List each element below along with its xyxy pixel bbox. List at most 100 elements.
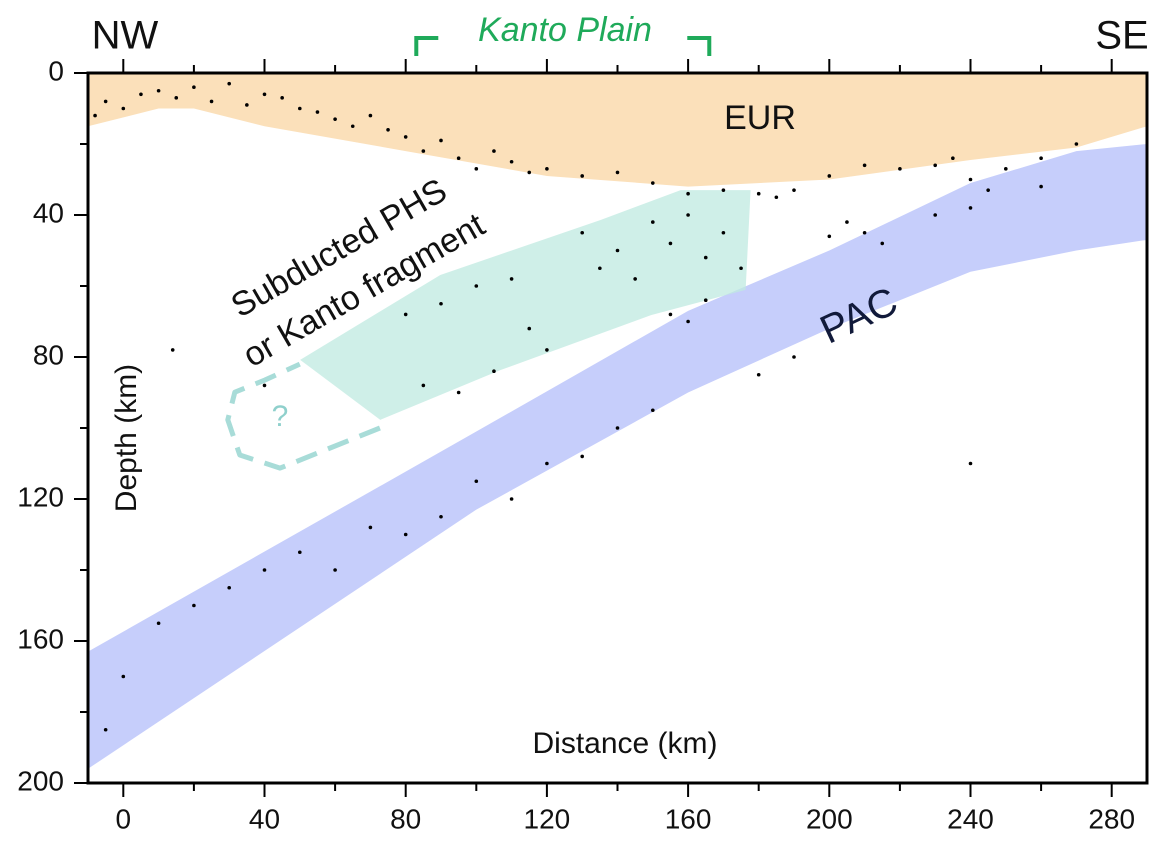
x-tick-label: 240	[947, 803, 994, 834]
earthquake	[121, 674, 126, 679]
earthquake	[509, 159, 514, 164]
region	[88, 73, 1147, 187]
earthquake	[827, 174, 832, 178]
earthquake	[968, 177, 973, 182]
earthquake	[227, 81, 231, 86]
earthquake	[898, 167, 902, 171]
earthquake	[1074, 142, 1079, 146]
earthquake	[827, 234, 832, 239]
earthquake	[580, 454, 584, 459]
earthquake	[509, 497, 514, 501]
earthquake	[121, 106, 126, 111]
earthquake	[439, 301, 443, 306]
earthquake	[968, 206, 973, 210]
x-tick-label: 120	[524, 803, 571, 834]
x-tick-label: 40	[249, 803, 280, 834]
earthquake	[456, 390, 461, 395]
earthquake	[298, 106, 302, 111]
earthquake	[651, 181, 655, 185]
earthquake	[209, 99, 214, 104]
earthquake	[845, 220, 849, 224]
earthquake	[403, 312, 408, 317]
region	[225, 361, 381, 471]
earthquake	[756, 372, 761, 377]
axes: 0 40 80 120 160 200 240 280 0 40 80 120 160 200	[17, 36, 1149, 834]
earthquake	[156, 88, 161, 93]
earthquake	[170, 348, 175, 352]
earthquake	[792, 355, 796, 359]
earthquake	[1039, 184, 1043, 189]
earthquake	[93, 113, 97, 118]
earthquake	[545, 348, 549, 352]
earthquake	[792, 188, 796, 192]
y-tick-label: 0	[48, 55, 64, 86]
earthquake	[192, 603, 196, 608]
earthquake	[668, 312, 673, 317]
x-tick-label: 0	[116, 803, 132, 834]
earthquake	[862, 163, 867, 168]
kanto-bracket	[687, 36, 712, 56]
earthquake	[721, 230, 726, 235]
earthquake	[968, 461, 973, 466]
earthquake	[1004, 167, 1008, 171]
earthquake	[615, 426, 620, 430]
earthquake	[774, 195, 779, 200]
earthquake	[192, 85, 196, 89]
earthquake	[386, 128, 390, 132]
earthquake	[933, 163, 937, 168]
earthquake	[651, 220, 655, 224]
earthquake	[703, 255, 708, 260]
earthquake	[245, 103, 249, 107]
earthquake	[139, 92, 143, 97]
earthquake	[492, 369, 496, 374]
earthquake	[333, 117, 337, 121]
earthquake	[403, 532, 408, 537]
earthquake	[174, 96, 179, 100]
kanto-plain-label: Kanto Plain	[478, 11, 652, 49]
earthquake	[262, 568, 267, 572]
earthquake	[580, 230, 584, 235]
earthquake	[156, 621, 161, 626]
x-tick-label: 160	[665, 803, 712, 834]
y-tick-label: 200	[17, 765, 64, 796]
earthquake	[615, 170, 620, 175]
y-tick-label: 160	[17, 623, 64, 654]
earthquake	[545, 167, 549, 171]
earthquake	[262, 92, 267, 97]
earthquake	[986, 188, 990, 192]
earthquake	[527, 170, 532, 175]
earthquake	[421, 383, 426, 388]
earthquake	[298, 550, 302, 555]
earthquake	[368, 113, 373, 118]
earthquake	[280, 96, 284, 100]
y-axis-title: Depth (km)	[110, 364, 143, 512]
earthquake	[721, 188, 726, 192]
earthquake	[686, 191, 690, 196]
earthquake	[103, 727, 108, 732]
earthquake	[686, 213, 690, 217]
earthquake	[421, 149, 426, 153]
regions	[88, 73, 1147, 769]
earthquake	[509, 277, 514, 281]
x-axis-title: Distance (km)	[532, 727, 717, 760]
earthquake	[615, 248, 620, 253]
se-label: SE	[1095, 14, 1148, 58]
y-tick-label: 40	[33, 197, 64, 228]
y-tick-label: 120	[17, 481, 64, 512]
y-tick-label: 80	[33, 339, 64, 370]
earthquake	[227, 585, 231, 590]
earthquake	[862, 230, 867, 235]
earthquake	[492, 149, 496, 153]
earthquake	[739, 266, 743, 271]
earthquake	[951, 156, 955, 160]
earthquake	[756, 191, 761, 196]
earthquake	[474, 167, 479, 171]
earthquake	[527, 326, 532, 331]
earthquake	[1039, 156, 1043, 160]
earthquake	[333, 568, 337, 572]
earthquake	[368, 525, 373, 530]
earthquake	[315, 110, 320, 114]
earthquake	[598, 266, 602, 271]
earthquake	[580, 174, 584, 178]
